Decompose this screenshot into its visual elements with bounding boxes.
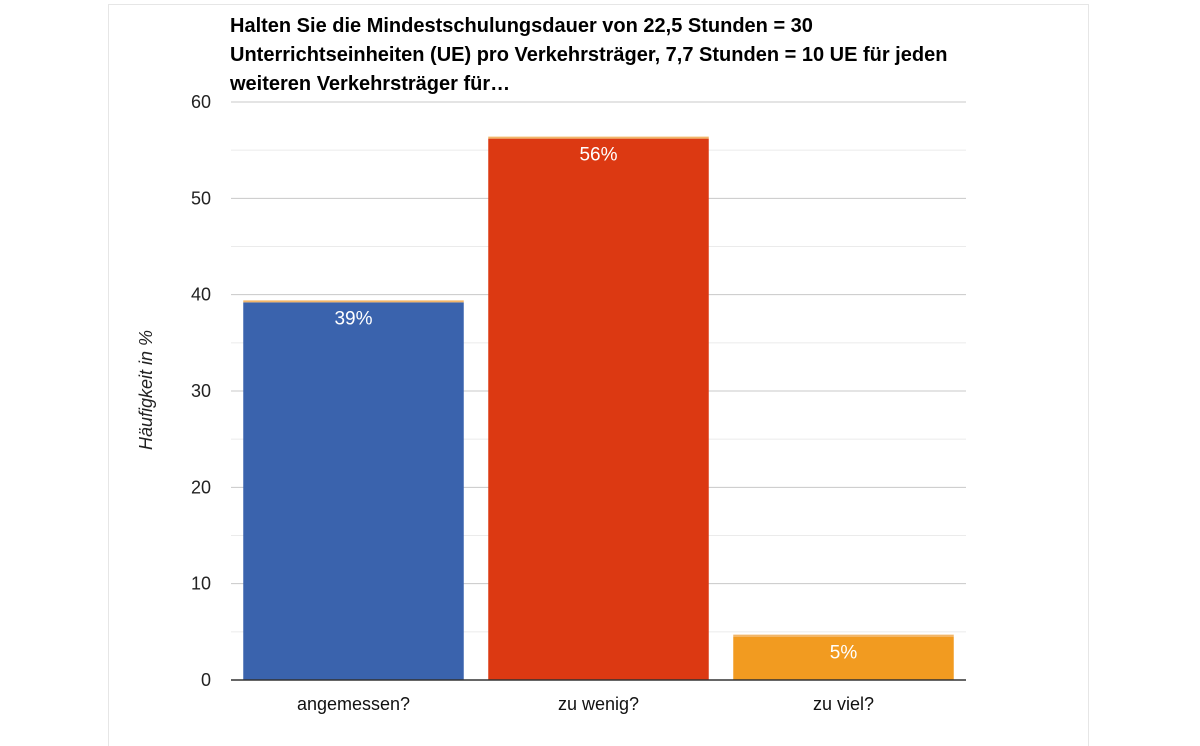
bar-1	[488, 138, 709, 680]
data-label: 5%	[830, 643, 858, 664]
y-tick-label: 0	[201, 670, 211, 690]
y-tick-label: 30	[191, 381, 211, 401]
axes: 0 10 20 30 40 50 60 angemessen? zu wenig? zu viel…	[191, 92, 966, 714]
y-axis-label: Häufigkeit in %	[136, 330, 156, 450]
y-tick-label: 60	[191, 92, 211, 112]
x-category-label: angemessen?	[297, 694, 410, 714]
x-category-label: zu wenig?	[558, 694, 639, 714]
bar-0	[243, 302, 464, 680]
y-tick-label: 40	[191, 285, 211, 305]
y-tick-label: 20	[191, 477, 211, 497]
x-category-label: zu viel?	[813, 694, 874, 714]
bars: 39% 56% 5%	[243, 136, 954, 680]
data-label: 56%	[579, 145, 617, 166]
y-tick-label: 10	[191, 574, 211, 594]
chart-title: Halten Sie die Mindestschulungsdauer von…	[230, 15, 948, 95]
y-tick-label: 50	[191, 188, 211, 208]
bar-2	[733, 636, 954, 680]
data-label: 39%	[334, 308, 372, 329]
